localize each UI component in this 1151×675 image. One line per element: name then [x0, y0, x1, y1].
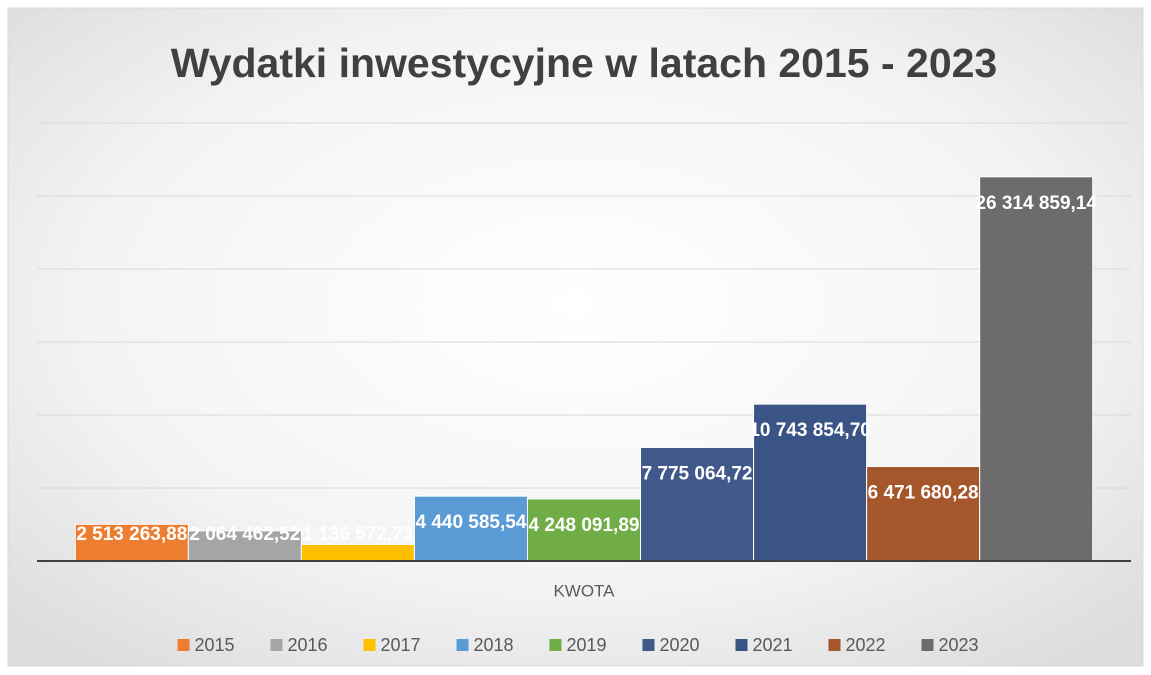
chart-area: [7, 7, 1144, 667]
data-label: 6 471 680,28: [868, 483, 979, 504]
data-label: 7 775 064,72: [642, 463, 753, 484]
legend-swatch: [921, 639, 934, 651]
data-label: 26 314 859,14: [975, 193, 1097, 214]
chart-title: Wydatki inwestycyjne w latach 2015 - 202…: [171, 40, 998, 86]
legend-label: 2016: [288, 635, 328, 655]
legend-label: 2021: [753, 635, 793, 655]
x-tick-label: KWOTA: [553, 581, 615, 600]
legend-swatch: [177, 639, 190, 651]
data-label: 2 064 462,52: [189, 524, 300, 545]
legend-label: 2022: [846, 635, 886, 655]
bar: [300, 543, 415, 562]
legend-swatch: [363, 639, 376, 651]
legend-swatch: [642, 639, 655, 651]
bar: [753, 403, 868, 562]
legend-label: 2023: [939, 635, 979, 655]
data-label: 10 743 854,70: [749, 420, 871, 441]
bar: [526, 498, 642, 562]
legend-label: 2015: [195, 635, 235, 655]
data-label: 2 513 263,88: [76, 524, 187, 545]
legend-swatch: [456, 639, 469, 651]
bar: [413, 495, 528, 562]
legend-label: 2020: [660, 635, 700, 655]
legend-label: 2017: [381, 635, 421, 655]
data-label: 4 248 091,89: [529, 515, 640, 536]
legend-swatch: [735, 639, 748, 651]
bar: [866, 466, 981, 562]
legend-swatch: [828, 639, 841, 651]
legend-swatch: [270, 639, 283, 651]
bar: [979, 176, 1094, 562]
bar: [640, 446, 755, 562]
data-label: 4 440 585,54: [415, 512, 526, 533]
data-label: 1 136 572,73: [302, 524, 413, 545]
bar: [187, 530, 302, 562]
legend-label: 2019: [567, 635, 607, 655]
legend-swatch: [549, 639, 562, 651]
legend-label: 2018: [474, 635, 514, 655]
